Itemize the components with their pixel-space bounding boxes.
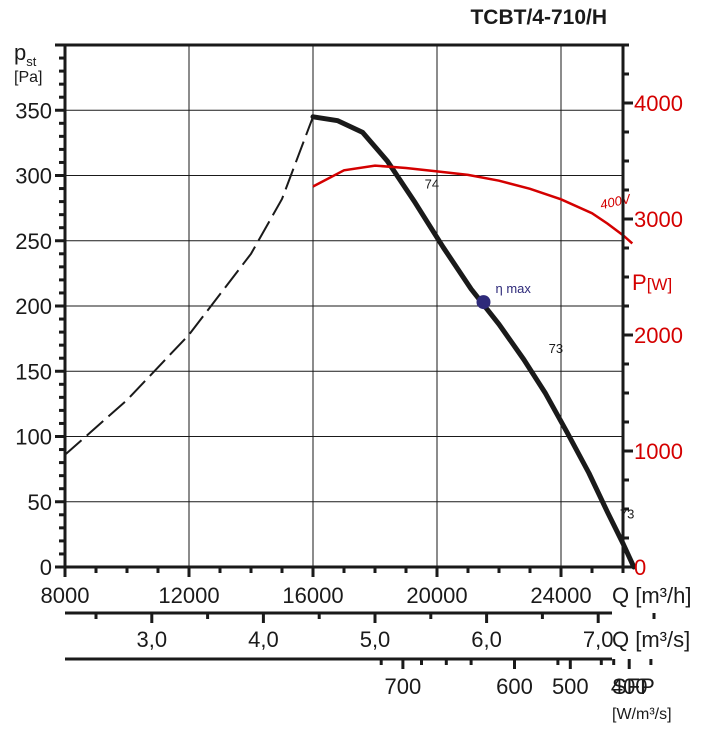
y2-axis-unit: [W] [647, 275, 673, 294]
axis-labels: 0 50 100 150 200 250 300 350 0 1000 2000 3000 4000 80… [15, 91, 683, 699]
efficiency-annotation: 73 [549, 341, 563, 356]
efficiency-annotation: 74 [425, 177, 439, 192]
y-tick-label: 150 [15, 359, 52, 384]
flow-m3s-label: Q [m³/s] [612, 627, 690, 652]
x-tick-label: 20000 [406, 583, 467, 608]
y-tick-label: 100 [15, 425, 52, 450]
plot-frame [63, 43, 625, 569]
y2-tick-label: 2000 [634, 323, 683, 348]
y-axis-label-sub: st [26, 54, 37, 69]
flow-m3s-tick-label: 3,0 [137, 627, 168, 652]
y-tick-label: 300 [15, 164, 52, 189]
y2-tick-label: 1000 [634, 439, 683, 464]
sfp-tick-label: 500 [552, 674, 589, 699]
flow-m3s-tick-label: 7,0 [583, 627, 614, 652]
y-tick-label: 200 [15, 294, 52, 319]
sfp-tick-label: 400 [611, 674, 648, 699]
power-series-label: 400V [599, 191, 633, 212]
sfp-tick-label: 700 [385, 674, 422, 699]
x-tick-label: 16000 [282, 583, 343, 608]
pressure-curve [310, 114, 637, 570]
y-tick-label: 250 [15, 229, 52, 254]
y2-tick-label: 3000 [634, 207, 683, 232]
flow-m3s-tick-label: 5,0 [360, 627, 391, 652]
y-axis-label-main: p [14, 40, 26, 65]
chart-title: TCBT/4-710/H [470, 6, 607, 29]
y-tick-label: 350 [15, 98, 52, 123]
x-axis-label: Q [m³/h] [612, 583, 691, 608]
eta-max-label: η max [496, 281, 532, 296]
y2-tick-label: 0 [634, 555, 646, 580]
y2-axis-label: P[W] [632, 270, 672, 295]
sfp-unit: [W/m³/s] [612, 706, 672, 723]
x-tick-label: 24000 [530, 583, 591, 608]
y-axis-unit: [Pa] [14, 69, 42, 86]
sfp-tick-label: 600 [496, 674, 533, 699]
flow-m3s-tick-label: 6,0 [471, 627, 502, 652]
y2-axis-label-main: P [632, 270, 647, 295]
power-curve [312, 164, 634, 245]
y-tick-label: 50 [28, 490, 52, 515]
eta-max-point [476, 295, 491, 310]
flow-m3s-tick-label: 4,0 [248, 627, 279, 652]
y2-tick-label: 4000 [634, 91, 683, 116]
x-tick-label: 12000 [158, 583, 219, 608]
sfp-label: SFP [612, 674, 655, 699]
y-axis-label: pst [14, 40, 37, 69]
grid-lines [65, 45, 623, 567]
axis-ticks [55, 43, 656, 669]
x-tick-label: 8000 [41, 583, 90, 608]
stall-boundary-line [64, 116, 314, 456]
y-tick-label: 0 [40, 555, 52, 580]
